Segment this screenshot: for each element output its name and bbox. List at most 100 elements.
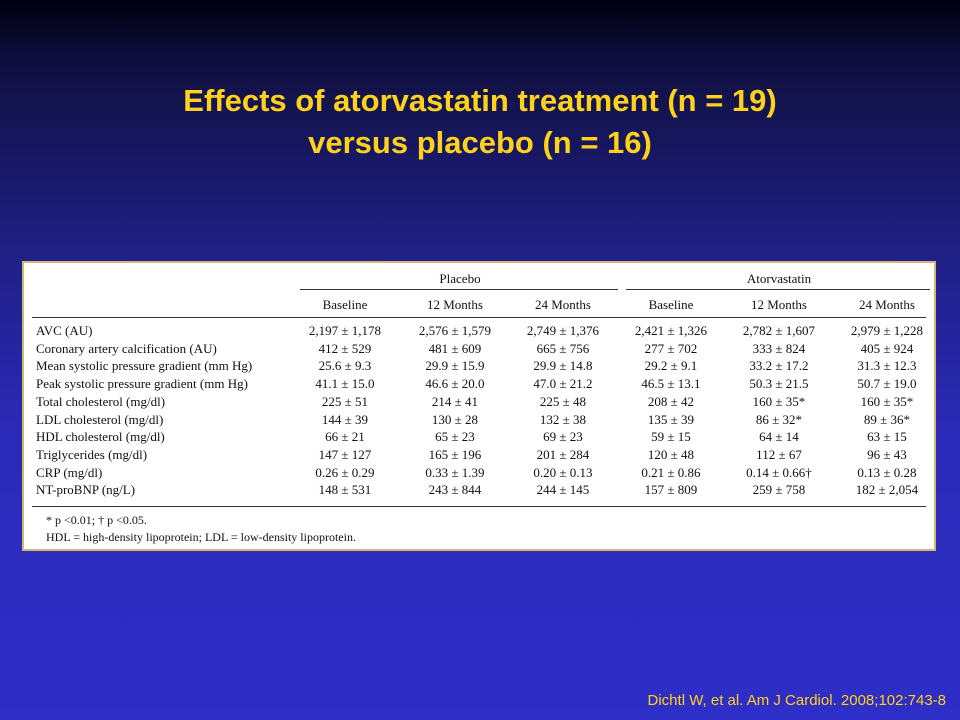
table-cell: 2,749 ± 1,376 <box>526 323 600 338</box>
row-label: Triglycerides (mg/dl) <box>36 446 148 462</box>
col-header: Baseline <box>322 297 368 312</box>
row-label: Coronary artery calcification (AU) <box>36 340 217 356</box>
row-label: HDL cholesterol (mg/dl) <box>36 429 165 445</box>
table-cell: 0.21 ± 0.86 <box>641 464 701 480</box>
table-cell: 65 ± 23 <box>435 429 475 445</box>
table-cell: 665 ± 756 <box>536 340 590 356</box>
title-line-2: versus placebo (n = 16) <box>308 125 652 160</box>
table-cell: 132 ± 38 <box>539 411 587 427</box>
table-cell: 63 ± 15 <box>867 429 907 445</box>
table-cell: 201 ± 284 <box>536 446 590 462</box>
group-underline-placebo <box>300 289 618 290</box>
table-cell: 0.13 ± 0.28 <box>857 464 917 480</box>
title-line-1: Effects of atorvastatin treatment (n = 1… <box>183 83 777 118</box>
table-cell: 259 ± 758 <box>752 482 806 498</box>
table-cell: 147 ± 127 <box>318 446 372 462</box>
row-label: NT-proBNP (ng/L) <box>36 482 136 498</box>
slide-title: Effects of atorvastatin treatment (n = 1… <box>0 80 960 164</box>
table-row: Total cholesterol (mg/dl) 225 ± 51 214 ± 4… <box>24 394 934 411</box>
table-cell: 89 ± 36* <box>863 411 911 427</box>
table-cell: 46.6 ± 20.0 <box>425 376 485 392</box>
group-underline-atorvastatin <box>626 289 930 290</box>
table-cell: 120 ± 48 <box>647 446 695 462</box>
table-cell: 2,197 ± 1,178 <box>308 323 382 338</box>
row-label: AVC (AU) <box>36 323 93 338</box>
table-cell: 244 ± 145 <box>536 482 590 498</box>
top-bar <box>0 0 960 44</box>
table-cell: 165 ± 196 <box>428 446 482 462</box>
table-cell: 243 ± 844 <box>428 482 482 498</box>
table-row: Peak systolic pressure gradient (mm Hg) 4… <box>24 376 934 393</box>
table-cell: 2,576 ± 1,579 <box>418 323 492 338</box>
table-cell: 135 ± 39 <box>647 411 695 427</box>
footnote-abbreviations: HDL = high-density lipoprotein; LDL = lo… <box>46 530 356 544</box>
table-cell: 50.3 ± 21.5 <box>749 376 809 392</box>
table-cell: 0.33 ± 1.39 <box>425 464 485 480</box>
footnote-significance: * p <0.01; † p <0.05. <box>46 513 147 527</box>
table-row: AVC (AU) 2,197 ± 1,178 2,576 ± 1,579 2,749 … <box>24 323 934 340</box>
table-cell: 0.14 ± 0.66† <box>746 464 812 480</box>
table-cell: 29.9 ± 14.8 <box>533 358 593 374</box>
table-cell: 69 ± 23 <box>543 429 583 445</box>
group-header-atorvastatin: Atorvastatin <box>746 271 812 286</box>
table-cell: 144 ± 39 <box>321 411 369 427</box>
table-cell: 412 ± 529 <box>318 340 372 356</box>
col-header: 24 Months <box>535 297 591 312</box>
table-cell: 2,782 ± 1,607 <box>742 323 816 338</box>
table-cell: 208 ± 42 <box>647 393 695 409</box>
table-cell: 481 ± 609 <box>428 340 482 356</box>
row-label: Mean systolic pressure gradient (mm Hg) <box>36 358 253 374</box>
table-row: HDL cholesterol (mg/dl) 66 ± 21 65 ± 23 69 … <box>24 429 934 446</box>
row-label: LDL cholesterol (mg/dl) <box>36 411 164 427</box>
table-row: LDL cholesterol (mg/dl) 144 ± 39 130 ± 28 1… <box>24 412 934 429</box>
group-header-placebo: Placebo <box>439 271 481 286</box>
table-cell: 225 ± 51 <box>321 393 369 409</box>
table-row: CRP (mg/dl) 0.26 ± 0.29 0.33 ± 1.39 0.20 ± … <box>24 465 934 482</box>
col-header: 12 Months <box>751 297 807 312</box>
results-table: Placebo Atorvastatin Baseline 12 Months … <box>22 261 936 551</box>
table-cell: 50.7 ± 19.0 <box>857 376 917 392</box>
col-header: 12 Months <box>427 297 483 312</box>
table-cell: 112 ± 67 <box>756 446 802 462</box>
table-cell: 405 ± 924 <box>860 340 914 356</box>
table-cell: 0.26 ± 0.29 <box>315 464 375 480</box>
table-cell: 148 ± 531 <box>318 482 372 498</box>
table-cell: 29.9 ± 15.9 <box>425 358 485 374</box>
table-cell: 182 ± 2,054 <box>855 482 919 498</box>
footer-rule <box>32 506 926 507</box>
table-cell: 25.6 ± 9.3 <box>318 358 372 374</box>
table-row: NT-proBNP (ng/L) 148 ± 531 243 ± 844 244 ± … <box>24 482 934 499</box>
table-cell: 64 ± 14 <box>759 429 799 445</box>
table-row: Triglycerides (mg/dl) 147 ± 127 165 ± 196 2… <box>24 447 934 464</box>
row-label: Peak systolic pressure gradient (mm Hg) <box>36 376 248 392</box>
table-cell: 33.2 ± 17.2 <box>749 358 809 374</box>
row-label: Total cholesterol (mg/dl) <box>36 393 166 409</box>
table-cell: 0.20 ± 0.13 <box>533 464 593 480</box>
table-cell: 225 ± 48 <box>539 393 587 409</box>
table-cell: 41.1 ± 15.0 <box>315 376 375 392</box>
table-cell: 86 ± 32* <box>755 411 803 427</box>
table-cell: 130 ± 28 <box>431 411 479 427</box>
table-cell: 157 ± 809 <box>644 482 698 498</box>
table-cell: 2,979 ± 1,228 <box>850 323 924 338</box>
table-cell: 66 ± 21 <box>325 429 365 445</box>
table-cell: 2,421 ± 1,326 <box>634 323 708 338</box>
citation: Dichtl W, et al. Am J Cardiol. 2008;102:… <box>647 692 946 709</box>
table-cell: 96 ± 43 <box>867 446 907 462</box>
table-cell: 46.5 ± 13.1 <box>641 376 701 392</box>
table-cell: 333 ± 824 <box>752 340 806 356</box>
table-cell: 277 ± 702 <box>644 340 698 356</box>
col-header: 24 Months <box>859 297 915 312</box>
table-cell: 214 ± 41 <box>431 393 479 409</box>
table-cell: 160 ± 35* <box>860 393 914 409</box>
row-label: CRP (mg/dl) <box>36 464 103 480</box>
table-cell: 160 ± 35* <box>752 393 806 409</box>
table-cell: 59 ± 15 <box>651 429 691 445</box>
table-cell: 29.2 ± 9.1 <box>644 358 698 374</box>
table-row: Mean systolic pressure gradient (mm Hg) 2… <box>24 358 934 375</box>
header-rule <box>32 317 926 318</box>
table-cell: 47.0 ± 21.2 <box>533 376 593 392</box>
table-row: Coronary artery calcification (AU) 412 ± … <box>24 341 934 358</box>
table-cell: 31.3 ± 12.3 <box>857 358 917 374</box>
col-header: Baseline <box>648 297 694 312</box>
